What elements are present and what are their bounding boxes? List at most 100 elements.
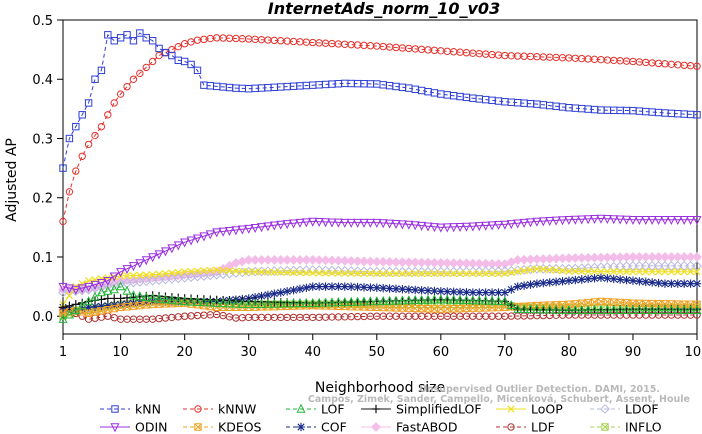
data-point bbox=[90, 291, 100, 301]
data-point bbox=[461, 295, 471, 305]
data-point bbox=[218, 227, 228, 237]
data-point bbox=[679, 260, 690, 271]
data-point bbox=[693, 300, 701, 309]
data-point bbox=[405, 269, 413, 278]
series-knn bbox=[59, 29, 701, 172]
data-point bbox=[397, 257, 408, 268]
data-point bbox=[307, 265, 318, 275]
data-point bbox=[379, 269, 387, 278]
data-point bbox=[679, 279, 689, 288]
data-point bbox=[609, 274, 618, 284]
data-point bbox=[251, 268, 259, 276]
data-point bbox=[263, 222, 273, 232]
data-point bbox=[353, 296, 363, 306]
data-point bbox=[308, 282, 317, 291]
data-point bbox=[519, 303, 529, 313]
legend-label: LoOP bbox=[531, 402, 563, 417]
data-point bbox=[647, 278, 657, 287]
data-point bbox=[577, 304, 587, 315]
data-point bbox=[411, 285, 420, 295]
data-point bbox=[148, 293, 158, 303]
data-point bbox=[58, 282, 68, 292]
legend-marker bbox=[194, 423, 202, 431]
data-point bbox=[359, 296, 369, 306]
data-point bbox=[616, 268, 624, 276]
data-point bbox=[506, 220, 516, 230]
data-point bbox=[277, 268, 285, 277]
data-point bbox=[455, 294, 465, 304]
data-point bbox=[142, 301, 150, 309]
data-point bbox=[570, 215, 580, 225]
data-point bbox=[64, 309, 74, 319]
data-point bbox=[558, 277, 567, 286]
data-point bbox=[340, 282, 349, 291]
data-point bbox=[327, 282, 337, 291]
data-point bbox=[609, 215, 619, 225]
data-point bbox=[679, 215, 689, 225]
data-point bbox=[199, 297, 209, 307]
data-point bbox=[487, 288, 497, 297]
data-point bbox=[174, 268, 182, 277]
series-ldf bbox=[59, 306, 701, 323]
data-point bbox=[590, 274, 599, 283]
data-point bbox=[641, 304, 651, 315]
data-point bbox=[513, 219, 523, 229]
legend-label: kNN bbox=[135, 402, 161, 417]
data-point bbox=[564, 276, 574, 285]
data-point bbox=[58, 313, 68, 323]
data-point bbox=[417, 221, 427, 231]
data-point bbox=[615, 275, 625, 284]
data-point bbox=[507, 285, 516, 294]
data-point bbox=[250, 255, 261, 265]
data-point bbox=[104, 306, 112, 314]
data-point bbox=[270, 289, 279, 298]
legend-item-kdeos: KDEOS bbox=[183, 420, 262, 434]
data-point bbox=[346, 296, 356, 306]
data-point bbox=[321, 282, 330, 291]
data-point bbox=[423, 294, 433, 304]
data-point bbox=[282, 220, 292, 230]
data-point bbox=[449, 223, 459, 233]
series-odin bbox=[58, 214, 702, 295]
data-point bbox=[333, 255, 344, 266]
data-point bbox=[327, 255, 337, 266]
data-point bbox=[635, 277, 644, 286]
data-point bbox=[263, 255, 273, 265]
legend-label: LDOF bbox=[625, 402, 659, 417]
data-point bbox=[436, 287, 446, 296]
data-point bbox=[180, 296, 190, 306]
data-point bbox=[571, 267, 579, 275]
legend-marker bbox=[507, 405, 515, 413]
data-point bbox=[187, 38, 195, 46]
data-point bbox=[494, 288, 503, 297]
y-tick-label: 0.5 bbox=[32, 14, 53, 29]
data-point bbox=[474, 222, 484, 232]
y-tick-label: 0.0 bbox=[32, 310, 53, 325]
data-point bbox=[385, 295, 395, 305]
data-point bbox=[314, 255, 325, 266]
data-point bbox=[245, 268, 253, 276]
data-point bbox=[168, 51, 176, 60]
data-point bbox=[513, 303, 523, 313]
x-tick-label: 70 bbox=[497, 345, 514, 360]
data-point bbox=[642, 268, 650, 276]
data-point bbox=[212, 297, 222, 307]
data-point bbox=[136, 69, 144, 78]
data-point bbox=[519, 218, 529, 228]
data-point bbox=[538, 304, 548, 314]
data-point bbox=[154, 293, 164, 303]
data-point bbox=[314, 282, 324, 291]
data-point bbox=[90, 302, 100, 311]
data-point bbox=[693, 111, 701, 119]
data-point bbox=[250, 224, 260, 234]
data-point bbox=[647, 215, 657, 225]
data-point bbox=[634, 260, 645, 271]
data-point bbox=[219, 266, 227, 274]
legend-item-ldof: LDOF bbox=[590, 402, 659, 417]
data-point bbox=[346, 266, 357, 276]
legend-item-lof: LOF bbox=[286, 402, 345, 417]
data-point bbox=[168, 269, 176, 277]
data-point bbox=[129, 75, 138, 83]
data-point bbox=[212, 228, 222, 238]
